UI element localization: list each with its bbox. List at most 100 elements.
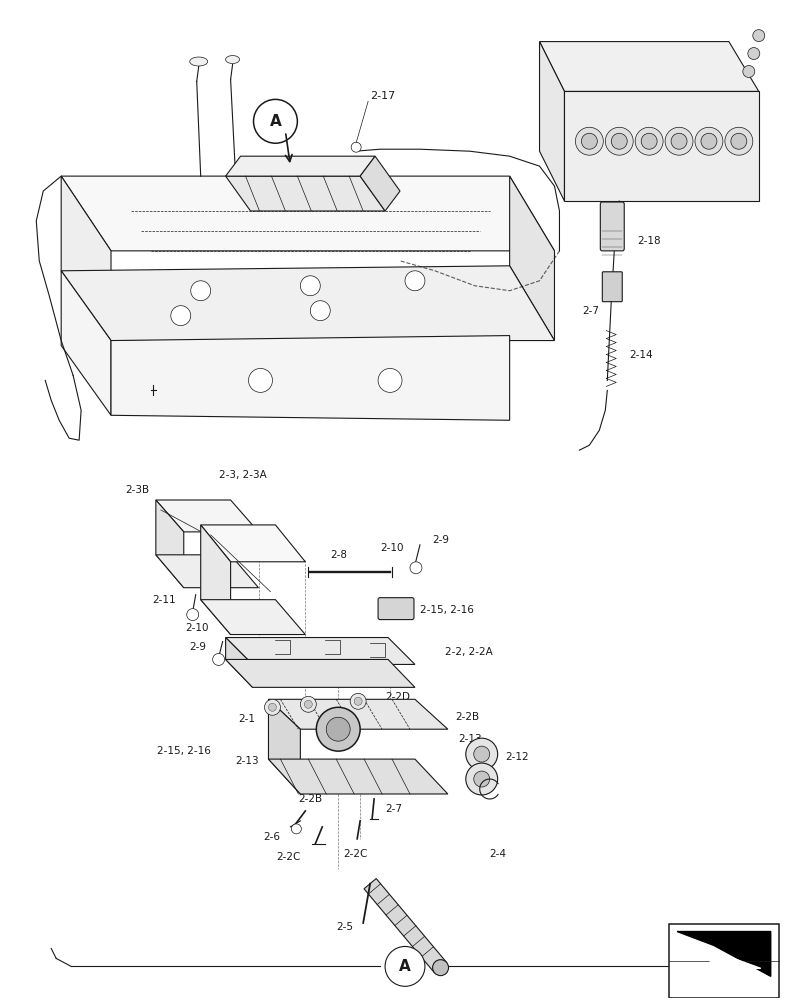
Text: 2-14: 2-14	[629, 350, 653, 360]
Circle shape	[351, 142, 361, 152]
Circle shape	[748, 48, 760, 60]
Polygon shape	[156, 555, 259, 588]
Polygon shape	[225, 638, 415, 664]
FancyBboxPatch shape	[602, 272, 622, 302]
Text: 2-13: 2-13	[458, 734, 482, 744]
Polygon shape	[61, 176, 111, 341]
Text: 2-15, 2-16: 2-15, 2-16	[420, 605, 473, 615]
Circle shape	[465, 763, 498, 795]
Circle shape	[301, 276, 320, 296]
Circle shape	[743, 65, 755, 77]
Circle shape	[612, 133, 627, 149]
Ellipse shape	[225, 56, 239, 64]
Polygon shape	[200, 525, 230, 635]
Polygon shape	[225, 638, 253, 687]
Polygon shape	[540, 42, 759, 91]
FancyBboxPatch shape	[600, 202, 625, 251]
Text: 2-2C: 2-2C	[343, 849, 368, 859]
Circle shape	[326, 717, 350, 741]
Circle shape	[301, 696, 316, 712]
Text: 2-10: 2-10	[185, 623, 208, 633]
Text: 2-6: 2-6	[263, 832, 280, 842]
Circle shape	[191, 281, 211, 301]
Circle shape	[753, 30, 764, 42]
Circle shape	[725, 127, 753, 155]
Circle shape	[292, 824, 301, 834]
Circle shape	[701, 133, 717, 149]
Text: 2-10: 2-10	[380, 543, 403, 553]
Polygon shape	[200, 525, 305, 562]
Text: 2-2, 2-2A: 2-2, 2-2A	[445, 647, 493, 657]
Circle shape	[465, 738, 498, 770]
Circle shape	[405, 271, 425, 291]
Circle shape	[575, 127, 604, 155]
Circle shape	[671, 133, 687, 149]
Polygon shape	[268, 699, 448, 729]
FancyBboxPatch shape	[378, 598, 414, 620]
Polygon shape	[61, 271, 111, 415]
Circle shape	[249, 368, 272, 392]
Polygon shape	[225, 176, 385, 211]
Polygon shape	[677, 932, 771, 976]
Circle shape	[213, 653, 225, 665]
Polygon shape	[200, 600, 305, 635]
Text: A: A	[270, 114, 281, 129]
Polygon shape	[111, 336, 510, 420]
Text: 2-2C: 2-2C	[276, 852, 301, 862]
Circle shape	[264, 699, 280, 715]
Text: 2-2B: 2-2B	[455, 712, 479, 722]
Circle shape	[731, 133, 747, 149]
Text: A: A	[399, 959, 411, 974]
Text: 2-4: 2-4	[490, 849, 507, 859]
Text: 2-5: 2-5	[337, 922, 354, 932]
Polygon shape	[565, 91, 759, 201]
Bar	[669, 924, 779, 998]
Circle shape	[432, 960, 448, 976]
Circle shape	[385, 946, 425, 986]
Ellipse shape	[190, 57, 208, 66]
Circle shape	[187, 609, 199, 621]
Circle shape	[473, 746, 490, 762]
Text: 2-13: 2-13	[235, 756, 259, 766]
Circle shape	[635, 127, 663, 155]
Circle shape	[310, 301, 330, 321]
Text: 2-9: 2-9	[190, 642, 207, 652]
Circle shape	[582, 133, 597, 149]
Text: 2-1: 2-1	[238, 714, 255, 724]
Polygon shape	[268, 699, 301, 794]
Circle shape	[305, 700, 313, 708]
Circle shape	[350, 693, 366, 709]
Polygon shape	[268, 759, 448, 794]
Circle shape	[316, 707, 360, 751]
Text: 2-3, 2-3A: 2-3, 2-3A	[219, 470, 267, 480]
Circle shape	[378, 368, 402, 392]
Text: 2-17: 2-17	[370, 91, 395, 101]
Text: 2-18: 2-18	[638, 236, 661, 246]
Text: 2-15, 2-16: 2-15, 2-16	[157, 746, 211, 756]
Circle shape	[665, 127, 693, 155]
Polygon shape	[360, 156, 400, 211]
Circle shape	[605, 127, 633, 155]
Circle shape	[268, 703, 276, 711]
Polygon shape	[510, 176, 554, 341]
Polygon shape	[687, 941, 761, 968]
Circle shape	[254, 99, 297, 143]
Circle shape	[354, 697, 362, 705]
Circle shape	[695, 127, 723, 155]
Text: 2-11: 2-11	[152, 595, 176, 605]
Text: 2-12: 2-12	[506, 752, 529, 762]
Polygon shape	[364, 879, 447, 973]
Text: 2-9: 2-9	[432, 535, 449, 545]
Polygon shape	[156, 500, 183, 588]
Text: 2-3B: 2-3B	[124, 485, 149, 495]
Polygon shape	[225, 659, 415, 687]
Text: 2-2D: 2-2D	[385, 692, 410, 702]
Polygon shape	[61, 176, 554, 251]
Polygon shape	[156, 500, 259, 532]
Circle shape	[642, 133, 657, 149]
Circle shape	[170, 306, 191, 326]
Polygon shape	[540, 42, 565, 201]
Polygon shape	[61, 266, 554, 341]
Text: 2-7: 2-7	[385, 804, 402, 814]
Circle shape	[410, 562, 422, 574]
